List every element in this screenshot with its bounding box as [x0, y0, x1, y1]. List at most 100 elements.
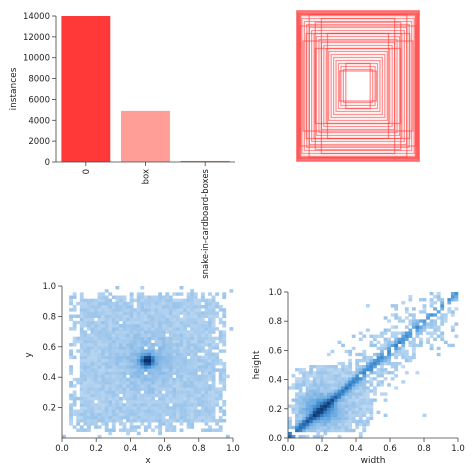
xy-density-cell [136, 355, 141, 360]
xy-density-cell [165, 349, 170, 353]
xy-density-cell [215, 428, 220, 432]
xy-density-cell [147, 301, 152, 306]
xy-density-cell [94, 377, 98, 382]
xy-density-cell [90, 308, 95, 312]
xy-density-cell [133, 308, 138, 312]
xy-density-cell [204, 390, 209, 394]
xy-density-cell [111, 387, 116, 391]
xy-density-cell [115, 349, 120, 353]
wh-density-cell [390, 325, 395, 329]
xy-density-cell [79, 305, 84, 309]
xy-density-cell [208, 362, 212, 366]
xy-density-cell [143, 339, 148, 344]
xy-density-cell [86, 343, 91, 347]
xy-density-cell [86, 336, 91, 341]
xy-density-cell [186, 352, 191, 356]
wh-density-cell [312, 422, 317, 427]
xy-density-cell [158, 308, 163, 312]
xy-density-cell [172, 346, 177, 350]
xy-density-cell [140, 396, 145, 401]
xy-density-cell [126, 377, 130, 382]
xy-density-cell [190, 298, 195, 303]
xy-density-cell [183, 371, 187, 375]
wh-density-cell [319, 383, 324, 387]
xy-density-cell [104, 343, 109, 347]
xy-density-cell [108, 346, 113, 350]
xy-density-cell [176, 419, 180, 423]
xy-density-cell [161, 352, 166, 356]
xy-density-cell [126, 381, 130, 385]
wh-density-cell [408, 313, 413, 317]
xy-density-cell [208, 406, 212, 410]
wh-density-cell [302, 392, 307, 396]
center-xy-heatmap: 0.0 0.2 0.4 0.6 0.8 1.0 0.20.40.60.81.0 x y [24, 282, 240, 466]
xy-density-cell [83, 305, 88, 309]
xy-density-cell [151, 403, 155, 407]
xy-density-cell [172, 324, 177, 328]
xy-density-cell [165, 301, 170, 306]
label-box-outline [318, 38, 398, 134]
wh-density-cell [330, 419, 335, 424]
xy-density-cell [122, 355, 127, 360]
xy-density-cell [143, 314, 148, 318]
wh-density-cell [351, 407, 356, 411]
wh-density-cell [337, 404, 342, 408]
xy-density-cell [104, 324, 109, 328]
xy-density-cell [119, 412, 123, 417]
xy-density-cell [90, 358, 95, 363]
xy-density-cell [94, 419, 98, 423]
xy-density-cell [143, 355, 148, 360]
xy-density-cell [86, 365, 91, 369]
xy-density-cell [161, 371, 166, 375]
xy-density-cell [97, 349, 102, 353]
xy-density-cell [86, 403, 91, 407]
xy-density-cell [215, 343, 220, 347]
wh-density-cell [334, 386, 338, 390]
xy-density-cell [161, 412, 166, 417]
xy-density-cell [83, 384, 88, 388]
xy-density-cell [94, 362, 98, 366]
xy-density-cell [143, 327, 148, 331]
xy-density-cell [165, 346, 170, 350]
wh-density-cell [401, 331, 406, 335]
wh-density-cell [419, 298, 423, 302]
xy-density-cell [200, 362, 205, 366]
xy-density-cell [190, 409, 195, 413]
wh-density-cell [394, 313, 399, 317]
xy-density-cell [90, 387, 95, 391]
xy-density-cell [190, 320, 195, 325]
xy-density-cell [94, 384, 98, 388]
wh-density-cell [341, 410, 345, 414]
xy-density-cell [154, 330, 159, 334]
wh-density-cell [344, 377, 349, 381]
xy-density-cell [204, 349, 209, 353]
xy-density-cell [69, 384, 73, 388]
wh-density-cell [362, 425, 367, 430]
xy-density-cell [122, 330, 127, 334]
xy-density-cell [122, 336, 127, 341]
wh-density-cell [362, 389, 367, 393]
xy-density-cell [126, 311, 130, 315]
xy-density-cell [129, 352, 134, 356]
xy-density-cell [83, 308, 88, 312]
xy-density-cell [97, 311, 102, 315]
xy-density-cell [143, 425, 148, 429]
xy-density-cell [179, 320, 184, 325]
wh-density-cell [404, 325, 409, 329]
xy-density-cell [69, 403, 73, 407]
xy-density-cell [76, 409, 81, 413]
xy-density-cell [168, 422, 173, 426]
xy-density-cell [115, 406, 120, 410]
xy-density-cell [72, 396, 77, 401]
wh-density-cell [319, 422, 324, 427]
xy-density-cell [208, 343, 212, 347]
xy-density-cell [129, 390, 134, 394]
wh-density-cell [326, 389, 331, 393]
xy-density-cell [204, 327, 209, 331]
wh-density-cell [358, 358, 363, 363]
wh-density-cell [330, 416, 335, 421]
xy-density-cell [158, 336, 163, 341]
xy-density-cell [215, 346, 220, 350]
xy-density-cell [101, 320, 106, 325]
xy-density-cell [126, 339, 130, 344]
